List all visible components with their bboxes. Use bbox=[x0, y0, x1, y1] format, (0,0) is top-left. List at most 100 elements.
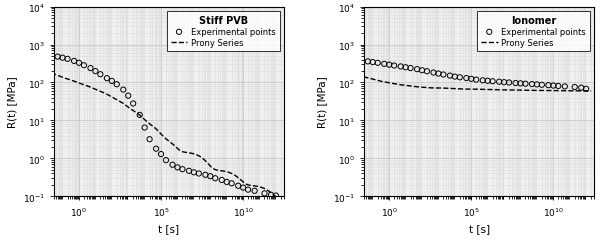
Experimental points bbox=[570, 86, 580, 90]
Experimental points bbox=[504, 81, 514, 85]
Experimental points bbox=[250, 189, 259, 193]
Prony Series bbox=[277, 198, 284, 201]
Prony Series bbox=[57, 76, 64, 79]
Prony Series bbox=[489, 89, 496, 92]
Experimental points bbox=[417, 69, 427, 73]
Y-axis label: R(t) [MPa]: R(t) [MPa] bbox=[317, 76, 328, 128]
Experimental points bbox=[145, 138, 154, 142]
Experimental points bbox=[161, 159, 171, 163]
Experimental points bbox=[521, 82, 530, 86]
Experimental points bbox=[560, 85, 569, 89]
Experimental points bbox=[412, 68, 422, 72]
Experimental points bbox=[466, 77, 476, 81]
Experimental points bbox=[494, 80, 504, 84]
Legend: Experimental points, Prony Series: Experimental points, Prony Series bbox=[167, 12, 280, 52]
X-axis label: t [s]: t [s] bbox=[469, 224, 490, 233]
Experimental points bbox=[69, 60, 79, 64]
Experimental points bbox=[86, 67, 95, 71]
Experimental points bbox=[478, 79, 488, 83]
Experimental points bbox=[455, 76, 464, 80]
Experimental points bbox=[227, 182, 236, 186]
Experimental points bbox=[581, 87, 591, 91]
Prony Series bbox=[185, 152, 192, 155]
Experimental points bbox=[63, 58, 73, 62]
Experimental points bbox=[363, 60, 373, 64]
Experimental points bbox=[238, 186, 248, 190]
Experimental points bbox=[91, 70, 100, 74]
Y-axis label: R(t) [MPa]: R(t) [MPa] bbox=[7, 76, 17, 128]
Experimental points bbox=[450, 75, 460, 79]
Experimental points bbox=[184, 169, 194, 173]
Experimental points bbox=[168, 163, 178, 167]
X-axis label: t [s]: t [s] bbox=[158, 224, 179, 233]
Experimental points bbox=[200, 173, 210, 177]
Experimental points bbox=[135, 113, 145, 117]
Experimental points bbox=[124, 94, 133, 98]
Prony Series bbox=[502, 89, 509, 92]
Experimental points bbox=[483, 79, 493, 83]
Experimental points bbox=[532, 83, 542, 87]
Experimental points bbox=[112, 83, 122, 87]
Experimental points bbox=[211, 176, 220, 180]
Experimental points bbox=[118, 88, 128, 92]
Prony Series bbox=[353, 74, 360, 77]
Experimental points bbox=[389, 64, 399, 68]
Experimental points bbox=[222, 180, 232, 184]
Prony Series bbox=[531, 89, 538, 92]
Experimental points bbox=[553, 85, 563, 89]
Prony Series bbox=[555, 90, 562, 93]
Experimental points bbox=[379, 62, 389, 67]
Experimental points bbox=[151, 147, 161, 151]
Experimental points bbox=[368, 61, 377, 65]
Experimental points bbox=[217, 178, 227, 182]
Experimental points bbox=[53, 55, 62, 59]
Experimental points bbox=[128, 102, 138, 106]
Experimental points bbox=[401, 66, 410, 70]
Experimental points bbox=[406, 67, 415, 71]
Prony Series bbox=[587, 90, 595, 93]
Experimental points bbox=[472, 78, 481, 82]
Experimental points bbox=[233, 184, 243, 188]
Experimental points bbox=[156, 152, 166, 156]
Prony Series bbox=[495, 89, 502, 92]
Prony Series bbox=[179, 150, 186, 153]
Experimental points bbox=[58, 56, 67, 60]
Experimental points bbox=[271, 194, 281, 198]
Experimental points bbox=[385, 64, 394, 68]
Experimental points bbox=[434, 72, 443, 76]
Experimental points bbox=[439, 73, 448, 77]
Prony Series bbox=[245, 184, 252, 187]
Experimental points bbox=[266, 193, 276, 197]
Experimental points bbox=[461, 77, 471, 81]
Prony Series bbox=[192, 153, 199, 156]
Line: Prony Series: Prony Series bbox=[46, 68, 281, 200]
Experimental points bbox=[194, 172, 203, 176]
Experimental points bbox=[396, 65, 406, 69]
Experimental points bbox=[95, 73, 105, 77]
Experimental points bbox=[488, 80, 497, 84]
Prony Series bbox=[367, 78, 374, 81]
Experimental points bbox=[511, 82, 520, 86]
Prony Series bbox=[221, 170, 228, 173]
Experimental points bbox=[422, 70, 432, 74]
Experimental points bbox=[173, 166, 182, 170]
Experimental points bbox=[74, 61, 84, 66]
Experimental points bbox=[429, 71, 439, 75]
Experimental points bbox=[102, 77, 112, 81]
Experimental points bbox=[537, 83, 547, 87]
Line: Prony Series: Prony Series bbox=[356, 75, 591, 91]
Experimental points bbox=[243, 188, 253, 192]
Experimental points bbox=[260, 192, 269, 196]
Experimental points bbox=[445, 74, 455, 78]
Experimental points bbox=[544, 84, 553, 88]
Experimental points bbox=[373, 61, 383, 66]
Experimental points bbox=[140, 126, 149, 130]
Experimental points bbox=[499, 81, 509, 85]
Experimental points bbox=[548, 84, 558, 88]
Experimental points bbox=[577, 86, 586, 90]
Experimental points bbox=[516, 82, 526, 86]
Experimental points bbox=[189, 171, 199, 175]
Experimental points bbox=[79, 64, 89, 68]
Experimental points bbox=[527, 83, 537, 87]
Experimental points bbox=[107, 80, 116, 84]
